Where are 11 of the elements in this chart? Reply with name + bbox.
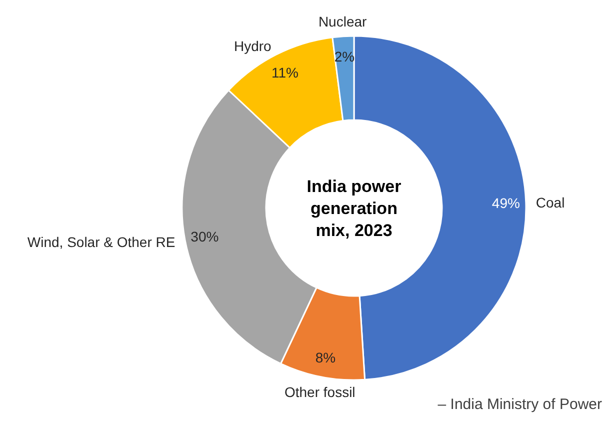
text: India power generation mix, 2023 [306, 177, 402, 240]
data-label: 30% [190, 228, 219, 244]
slice-label: Hydro [234, 38, 272, 54]
data-label: 49% [492, 195, 520, 212]
slice-label: Nuclear [318, 13, 368, 30]
slice-label: Coal [536, 194, 565, 210]
slice-label: Other fossil [284, 384, 356, 400]
data-label: 8% [315, 349, 336, 366]
text: – India Ministry of Power [438, 396, 602, 413]
data-label: 11% [272, 64, 298, 81]
slice-label: Wind, Solar & Other RE [27, 234, 176, 250]
